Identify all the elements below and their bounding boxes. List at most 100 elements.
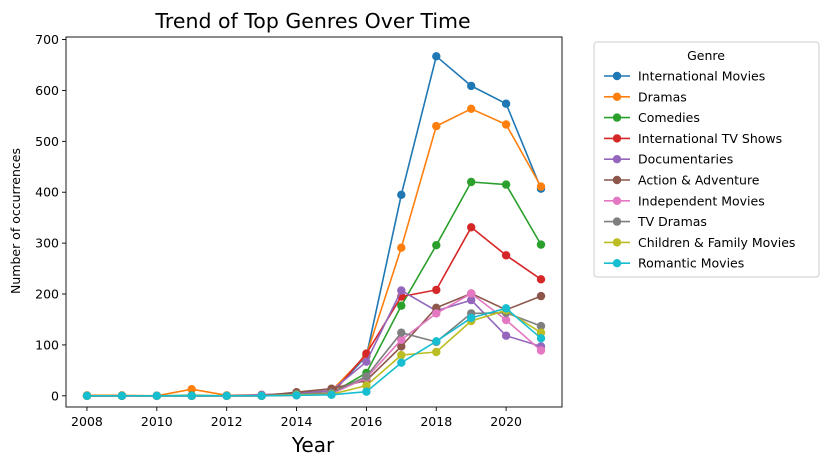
legend-swatch-marker	[612, 196, 622, 205]
series-2	[82, 177, 546, 400]
series-line	[87, 181, 542, 397]
data-point	[467, 223, 476, 232]
data-point	[187, 385, 196, 394]
data-point	[501, 99, 511, 108]
legend-item: International TV Shows	[604, 131, 782, 146]
series-4	[82, 286, 546, 400]
plot-area	[82, 52, 546, 400]
y-tick-label: 600	[35, 83, 59, 98]
x-axis-title: Year	[291, 433, 335, 457]
legend-item: Independent Movies	[604, 193, 765, 208]
y-axis: 0 100 200 300 400 500 600 700	[35, 32, 66, 403]
x-tick-label: 2014	[281, 414, 313, 429]
series-line	[87, 292, 542, 397]
legend-item: Children & Family Movies	[604, 235, 795, 250]
data-point	[501, 251, 511, 260]
data-point	[536, 182, 546, 191]
data-point	[397, 358, 406, 367]
legend-label: Romantic Movies	[638, 256, 744, 271]
y-tick-label: 300	[35, 236, 59, 251]
data-point	[501, 180, 511, 189]
legend-swatch-marker	[612, 71, 622, 81]
data-point	[362, 381, 371, 390]
x-tick-label: 2010	[141, 414, 173, 429]
series-line	[87, 108, 542, 397]
legend-swatch-marker	[612, 134, 622, 143]
data-point	[397, 190, 406, 199]
data-point	[432, 52, 441, 61]
x-axis: 2008 2010 2012 2014 2016 2018 2020	[71, 407, 522, 429]
series-0	[82, 52, 546, 400]
legend-label: International Movies	[638, 69, 765, 84]
data-point	[432, 337, 441, 346]
data-point	[397, 335, 406, 344]
legend-label: Children & Family Movies	[638, 235, 795, 250]
data-point	[362, 387, 371, 396]
data-point	[187, 391, 196, 400]
data-point	[292, 391, 301, 400]
data-point	[432, 121, 441, 131]
data-point	[432, 347, 441, 357]
data-point	[467, 313, 476, 323]
legend-swatch-marker	[612, 113, 622, 122]
data-point	[432, 285, 441, 295]
y-tick-label: 200	[35, 287, 59, 302]
x-tick-label: 2016	[350, 414, 382, 429]
chart-title: Trend of Top Genres Over Time	[154, 9, 470, 33]
y-tick-label: 500	[35, 134, 59, 149]
legend-label: International TV Shows	[638, 131, 782, 146]
legend-label: Documentaries	[638, 152, 733, 167]
legend-swatch-marker	[612, 238, 622, 247]
legend-swatch-marker	[612, 217, 622, 226]
y-tick-label: 700	[35, 32, 59, 47]
legend-swatch-marker	[612, 175, 622, 185]
data-point	[327, 390, 336, 399]
series-3	[82, 223, 546, 400]
data-point	[397, 328, 406, 337]
data-point	[501, 331, 511, 340]
data-point	[467, 295, 476, 305]
data-point	[536, 240, 546, 249]
series-line	[87, 289, 542, 397]
data-point	[501, 315, 511, 325]
legend-item: Dramas	[604, 89, 687, 104]
legend-label: Dramas	[638, 89, 687, 104]
y-tick-label: 400	[35, 185, 59, 200]
data-point	[222, 391, 231, 400]
data-point	[432, 241, 441, 250]
data-point	[467, 289, 476, 298]
legend-item: International Movies	[604, 69, 765, 84]
x-tick-label: 2012	[211, 414, 243, 429]
legend-title: Genre	[687, 48, 725, 63]
data-point	[501, 304, 511, 313]
series-line	[87, 307, 542, 397]
x-tick-label: 2018	[420, 414, 452, 429]
data-point	[117, 391, 127, 400]
data-point	[467, 81, 476, 91]
data-point	[467, 104, 476, 114]
data-point	[536, 321, 546, 331]
y-tick-label: 100	[35, 337, 59, 352]
series-8	[82, 306, 546, 400]
legend-swatch-marker	[612, 92, 622, 102]
data-point	[536, 334, 546, 343]
data-point	[82, 391, 92, 400]
x-tick-label: 2020	[490, 414, 522, 429]
y-tick-label: 0	[51, 388, 59, 403]
legend-item: Comedies	[604, 110, 700, 125]
legend-label: Action & Adventure	[638, 173, 760, 188]
legend-label: TV Dramas	[637, 214, 707, 229]
data-point	[152, 391, 161, 400]
data-point	[362, 357, 371, 366]
legend-label: Independent Movies	[638, 193, 765, 208]
data-point	[397, 301, 406, 310]
data-point	[536, 275, 546, 284]
data-point	[536, 291, 546, 301]
data-point	[397, 350, 406, 360]
legend-label: Comedies	[638, 110, 700, 125]
plot-frame	[65, 36, 563, 408]
data-point	[397, 243, 406, 252]
series-line	[87, 292, 542, 397]
legend-item: Documentaries	[604, 152, 733, 167]
